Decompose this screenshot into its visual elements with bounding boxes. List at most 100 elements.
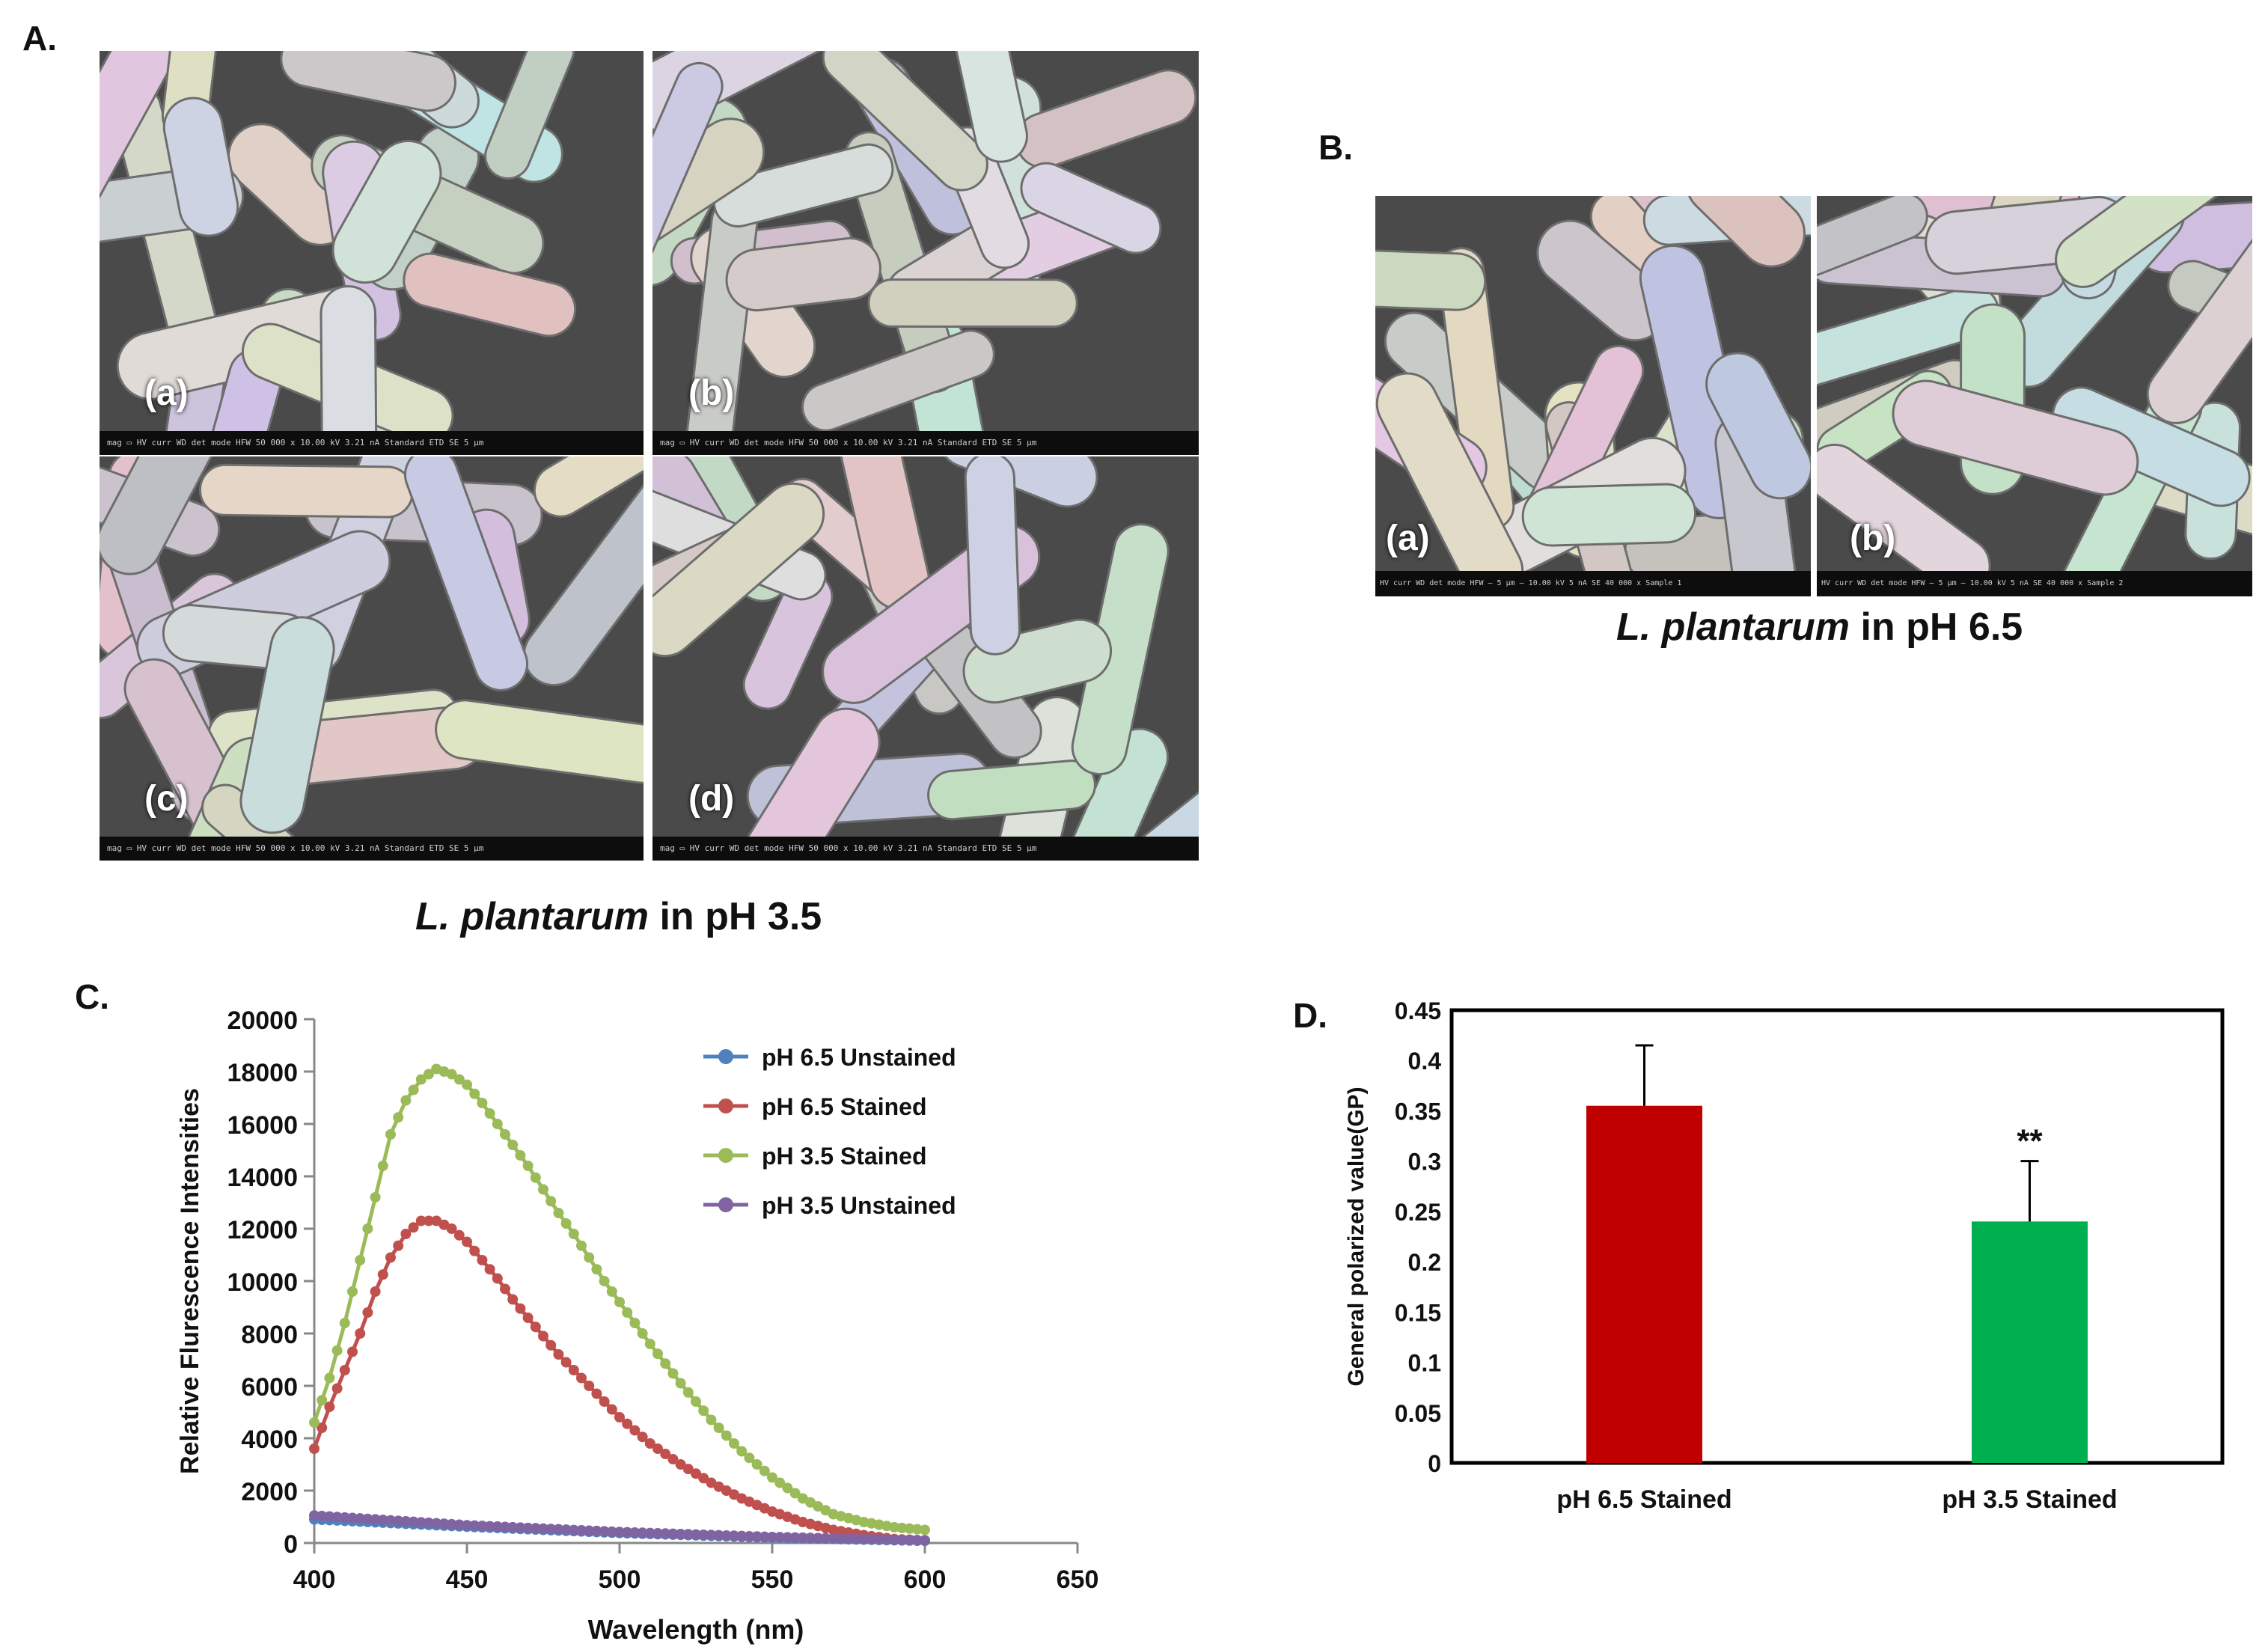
gp-bar-chart: 0 0.05 0.1 0.15 0.2 0.25 0.3 0.35 0.4 0.45 General… (1344, 997, 2225, 1514)
sem-image-a-a: (a) mag ▭ HV curr WD det mode HFW 50 000… (100, 51, 644, 455)
data-point (576, 1372, 587, 1384)
y-tick-label: 2000 (241, 1478, 298, 1506)
y-tick-label: 10000 (227, 1268, 298, 1297)
bacterium-rod (953, 51, 1028, 163)
data-point (317, 1423, 328, 1433)
data-point (584, 1252, 595, 1263)
sem-texture (652, 456, 1199, 861)
data-point (614, 1412, 625, 1423)
data-point (751, 1459, 762, 1470)
data-point (744, 1452, 755, 1464)
data-point (759, 1531, 770, 1542)
data-point (644, 1339, 655, 1349)
panel-a-label: A. (22, 19, 57, 58)
sem-scalebar: HV curr WD det mode HFW — 5 μm — 10.00 k… (1817, 571, 2252, 596)
data-point (637, 1328, 648, 1339)
y-tick-label: 0.45 (1395, 997, 1441, 1024)
data-point (309, 1510, 320, 1521)
sem-texture (100, 51, 577, 455)
data-point (515, 1150, 526, 1161)
data-point (462, 1520, 472, 1531)
bacterium-rod (1015, 69, 1197, 169)
data-point (667, 1528, 679, 1539)
data-point (538, 1330, 548, 1342)
data-point (599, 1276, 610, 1286)
data-point (843, 1533, 854, 1544)
bacterium-rod (725, 236, 881, 312)
data-point (331, 1345, 343, 1356)
y-tick-label: 14000 (227, 1164, 298, 1192)
data-point (584, 1381, 595, 1391)
data-point (652, 1527, 663, 1538)
x-tick-label: 650 (1057, 1565, 1099, 1594)
significance-marker: ** (2017, 1123, 2043, 1160)
data-point (706, 1530, 717, 1541)
data-point (698, 1473, 709, 1484)
data-point (866, 1533, 877, 1544)
category-label: pH 3.5 Stained (1942, 1485, 2117, 1514)
species-name: L. plantarum (415, 895, 649, 938)
data-point (667, 1368, 679, 1379)
data-point (515, 1303, 526, 1314)
x-tick-label: 600 (904, 1565, 947, 1594)
y-tick-label: 0 (1428, 1450, 1441, 1477)
data-point (362, 1223, 373, 1234)
data-point (477, 1255, 488, 1265)
data-point (324, 1372, 335, 1384)
data-point (355, 1255, 366, 1265)
data-point (553, 1349, 564, 1360)
panel-c-label: C. (75, 977, 109, 1016)
data-point (393, 1112, 404, 1123)
data-point (591, 1525, 602, 1536)
data-point (629, 1425, 641, 1436)
bacterium-rod (100, 456, 248, 575)
data-point (370, 1192, 381, 1203)
bacterium-rod (725, 707, 881, 861)
data-point (377, 1269, 388, 1280)
data-point (889, 1522, 900, 1533)
sem-scalebar: HV curr WD det mode HFW — 5 μm — 10.00 k… (1375, 571, 1811, 596)
bacterium-rod (162, 97, 239, 237)
data-point (789, 1488, 801, 1499)
data-point (782, 1482, 793, 1494)
bacterium-rod (1684, 196, 1806, 268)
data-point (424, 1215, 434, 1226)
bacterium-rod (801, 329, 995, 432)
data-point (599, 1396, 610, 1407)
data-point (415, 1074, 427, 1085)
sem-image-b-b: (b) HV curr WD det mode HFW — 5 μm — 10.… (1817, 196, 2252, 596)
data-point (545, 1524, 557, 1535)
data-point (317, 1395, 328, 1406)
data-point (453, 1519, 465, 1530)
data-point (309, 1417, 320, 1428)
legend-swatch-marker (718, 1197, 733, 1212)
data-point (606, 1526, 617, 1537)
sem-sublabel: (a) (1386, 519, 1430, 558)
data-point (889, 1534, 900, 1545)
data-point (400, 1229, 412, 1239)
data-point (721, 1430, 732, 1441)
data-point (424, 1517, 434, 1528)
panel-b-caption: L. plantarum in pH 6.5 (1616, 605, 2023, 650)
bacterium-rod (404, 456, 528, 691)
data-point (568, 1524, 579, 1536)
data-point (530, 1321, 541, 1333)
data-point (484, 1521, 495, 1532)
data-point (469, 1520, 480, 1531)
sem-sublabel: (b) (1850, 519, 1896, 558)
sem-image-a-d: (d) mag ▭ HV curr WD det mode HFW 50 000… (652, 456, 1199, 861)
bacterium-rod (239, 616, 335, 834)
sem-sublabel: (b) (688, 373, 735, 413)
data-point (652, 1443, 663, 1454)
legend-swatch-marker (718, 1148, 733, 1163)
bacterium-rod (927, 760, 1096, 821)
data-point (774, 1532, 786, 1543)
data-point (453, 1229, 465, 1241)
sem-scalebar: mag ▭ HV curr WD det mode HFW 50 000 x 1… (100, 431, 644, 455)
x-tick-label: 500 (599, 1565, 641, 1594)
data-point (729, 1438, 739, 1449)
data-point (622, 1307, 633, 1318)
bacterium-rod (2146, 216, 2252, 424)
data-point (713, 1530, 724, 1541)
data-point (415, 1517, 427, 1528)
